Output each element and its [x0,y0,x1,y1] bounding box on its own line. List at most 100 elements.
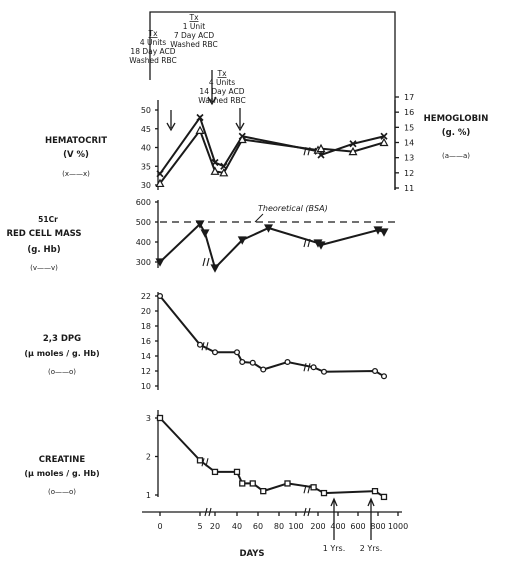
dpg-label: 2,3 DPG [43,334,81,344]
creatine-y-tick-label: 1 [146,491,151,500]
dpg-series-line [159,295,385,378]
year-marker-arrowhead [330,497,338,507]
red-cell-mass-legend: (v——v) [30,264,58,272]
dpg-series-point [156,292,164,300]
transfusion-annotation-text: 1 Unit [183,22,205,31]
dpg-series-point [211,349,219,356]
dpg-legend: (o——o) [48,368,76,376]
red-cell-mass-series-point [155,258,165,267]
red-cell-mass-isotope-label: 51Cr [38,215,58,224]
x-axis-title: DAYS [239,549,264,559]
hematocrit-series-point [196,113,204,122]
red-cell-mass-y-tick-label: 400 [136,238,151,247]
hemoglobin-series-point [155,178,165,188]
dpg-series-point [320,368,328,375]
dpg-y-tick-label: 12 [141,367,151,376]
transfusion-annotation-text: 4 Units [209,78,235,87]
transfusion-annotation-text: Tx [188,13,199,22]
transfusion-annotation-text: 14 Day ACD [199,87,244,96]
x-axis-tick-label: 1000 [388,522,408,531]
transfusion-annotation-text: Washed RBC [129,56,176,65]
creatine-label: CREATINE [39,455,86,465]
x-axis-tick-label: 600 [350,522,365,531]
creatine-y-tick-label: 2 [146,453,151,462]
creatine-legend: (o——o) [48,488,76,496]
creatine-series-point [156,414,164,422]
hematocrit-y-tick-label: 30 [141,181,151,190]
creatine-axis-break [303,485,311,494]
hematocrit-y-tick-label: 40 [141,144,151,153]
transfusion-annotation-text: Tx [216,69,227,78]
red-cell-mass-series-point [200,229,210,238]
transfusion-arrowhead [235,122,245,132]
red-cell-mass-label: RED CELL MASS [6,229,81,239]
transfusion-annotation-text: 18 Day ACD [130,47,175,56]
hematocrit-unit-label: (V %) [63,150,89,160]
dpg-series-point [239,358,246,366]
red-cell-mass-series-line [159,222,385,270]
hemoglobin-y-tick-label: 16 [404,108,414,117]
theoretical-bsa-pointer [254,213,264,223]
hematocrit-y-tick-label: 45 [141,125,151,134]
creatine-series-point [260,487,267,495]
hemoglobin-unit-label: (g. %) [442,128,471,138]
dpg-series-point [249,359,256,366]
hemoglobin-series-line [159,128,385,185]
red-cell-mass-series-point [316,241,326,250]
hemoglobin-series-point [219,168,229,177]
red-cell-mass-series-point [263,224,274,233]
creatine-series-point [211,468,219,476]
hemoglobin-y-tick-label: 15 [404,123,414,132]
x-axis-tick-label: 5 [197,522,202,531]
hemoglobin-y-tick-label: 11 [404,184,414,193]
theoretical-bsa-label: Theoretical (BSA) [258,204,328,213]
hemoglobin-y-tick-label: 14 [404,139,414,148]
hemoglobin-legend: (a——a) [442,152,470,160]
red-cell-mass-series-point [210,264,220,273]
dpg-y-tick-label: 18 [141,322,151,331]
dpg-y-tick-label: 10 [141,382,151,391]
transfusion-annotation-text: 4 Units [140,38,166,47]
year-marker-label: 2 Yrs. [360,544,383,553]
transfusion-annotation-text: Washed RBC [198,96,245,105]
creatine-series-line [159,417,385,498]
dpg-series-point [233,349,241,356]
x-axis-break [303,507,311,517]
dpg-y-tick-label: 16 [141,337,151,346]
hemoglobin-y-tick-label: 13 [404,154,414,163]
hematocrit-label: HEMATOCRIT [45,136,107,146]
x-axis-tick-label: 80 [274,522,284,531]
dpg-series-point [310,364,317,371]
red-cell-mass-y-tick-label: 500 [136,218,151,227]
x-axis-tick-label: 400 [330,522,345,531]
hemoglobin-series-point [348,146,358,156]
hemoglobin-label: HEMOGLOBIN [424,114,489,124]
hemoglobin-y-tick-label: 17 [404,93,414,102]
dpg-series-point [196,341,204,348]
hematocrit-axis-break [303,147,311,156]
transfusion-annotation-text: 7 Day ACD [174,31,215,40]
hematocrit-series-point [349,140,357,148]
x-axis-tick-label: 60 [253,522,263,531]
dpg-axis-break [303,363,311,372]
creatine-series-point [233,468,241,476]
x-axis-tick-label: 800 [370,522,385,531]
x-axis-tick-label: 100 [288,522,303,531]
hematocrit-y-tick-label: 50 [141,106,151,115]
red-cell-mass-y-tick-label: 300 [136,258,151,267]
hematocrit-series-point [380,132,388,140]
dpg-series-point [260,366,267,373]
dpg-unit-label: (µ moles / g. Hb) [24,349,99,358]
hemoglobin-series-point [379,137,389,147]
dpg-series-point [371,367,379,375]
hematocrit-series-point [156,170,164,178]
red-cell-mass-axis-break [303,238,311,248]
creatine-y-tick-label: 3 [146,414,151,423]
creatine-series-point [380,493,388,501]
hematocrit-legend: (x——x) [62,170,90,178]
creatine-series-point [371,487,379,495]
x-axis-tick-label: 40 [232,522,242,531]
x-axis-tick-label: 20 [210,522,220,531]
